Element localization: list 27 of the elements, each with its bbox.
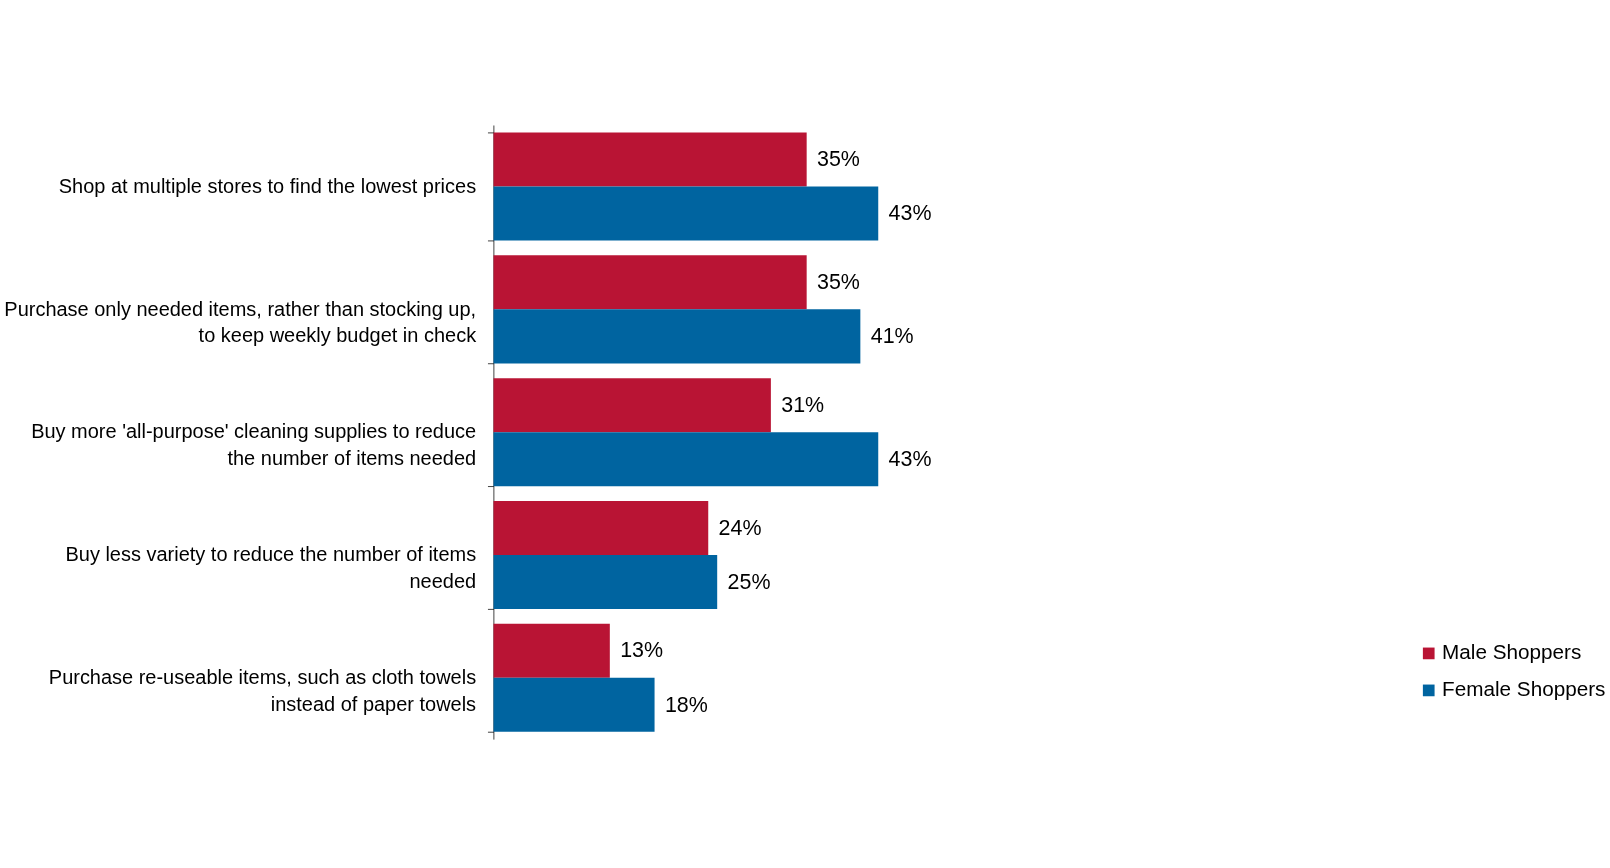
legend-label: Male Shoppers	[1442, 640, 1582, 664]
data-label: 35%	[817, 147, 860, 172]
data-label: 35%	[817, 270, 860, 294]
bar	[493, 309, 861, 364]
data-label: 24%	[718, 515, 762, 540]
data-label: 31%	[781, 392, 825, 417]
data-label: 13%	[620, 638, 664, 663]
data-label: 43%	[888, 201, 932, 226]
bar	[493, 677, 655, 732]
data-label: 25%	[727, 569, 771, 594]
y-tick-label: Purchase only needed items, rather than stocking up, to keep weekly budget in check	[4, 297, 478, 347]
y-tick-label: Buy less variety to reduce the number of items needed	[65, 543, 477, 592]
bar	[493, 432, 879, 487]
bar	[493, 623, 610, 678]
bar	[493, 186, 879, 241]
y-tick-label: Shop at multiple stores to find the lowest prices	[58, 174, 477, 197]
bar	[493, 255, 807, 310]
y-tick-label: Buy more 'all-purpose' cleaning supplies to reduce the number of items needed	[31, 420, 477, 470]
bar	[493, 132, 807, 187]
bar	[493, 500, 709, 555]
bar	[493, 555, 718, 610]
legend-label: Female Shoppers	[1442, 677, 1606, 701]
bar	[493, 378, 771, 433]
data-label: 43%	[888, 446, 932, 471]
y-tick-label: Purchase re-useable items, such as cloth towels instead of paper towels	[48, 666, 477, 715]
data-label: 18%	[664, 692, 708, 717]
data-label: 41%	[870, 324, 914, 349]
